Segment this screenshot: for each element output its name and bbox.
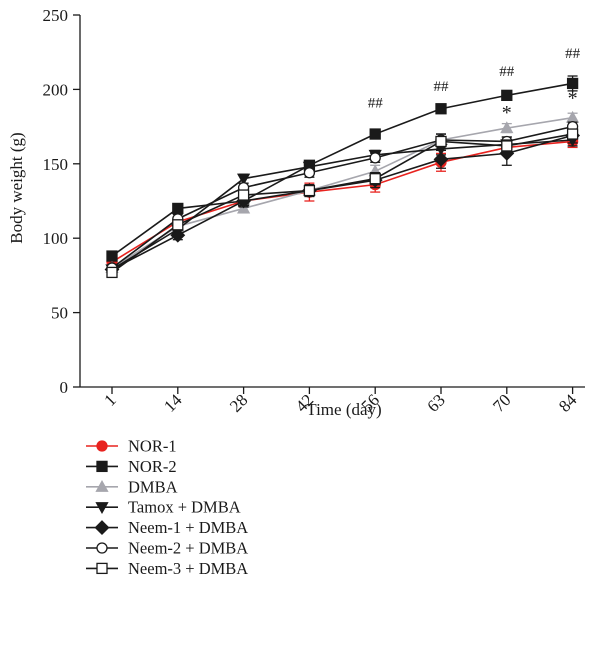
data-point xyxy=(566,77,579,90)
legend-label: Neem-2 + DMBA xyxy=(128,539,248,558)
data-point xyxy=(237,189,250,201)
data-point xyxy=(369,128,381,140)
legend-item: NOR-2 xyxy=(86,457,177,476)
data-point xyxy=(106,250,118,262)
data-point xyxy=(172,219,184,231)
legend-label: Neem-3 + DMBA xyxy=(128,559,248,578)
data-point xyxy=(369,173,381,185)
data-point xyxy=(500,121,514,134)
x-tick-label: 70 xyxy=(489,390,514,415)
y-tick-label: 50 xyxy=(51,304,68,323)
data-point xyxy=(172,202,184,215)
legend-item: Neem-1 + DMBA xyxy=(86,518,248,537)
legend-marker xyxy=(95,479,109,492)
legend-label: NOR-2 xyxy=(128,457,177,476)
data-point xyxy=(566,128,579,140)
series-line xyxy=(111,140,573,263)
y-axis-title: Body weight (g) xyxy=(7,132,26,243)
data-point xyxy=(236,173,251,186)
data-point xyxy=(501,89,513,102)
y-tick-label: 0 xyxy=(60,378,69,397)
significance-label: * xyxy=(568,87,578,109)
y-tick-label: 200 xyxy=(43,80,69,99)
legend-label: DMBA xyxy=(128,477,178,496)
data-point xyxy=(435,103,447,115)
legend-marker xyxy=(96,460,108,473)
significance-label: ## xyxy=(434,79,450,95)
significance-label: * xyxy=(502,102,512,124)
legend-label: Tamox + DMBA xyxy=(128,498,241,517)
x-tick-label: 1 xyxy=(100,390,119,409)
significance-label: ## xyxy=(565,46,581,62)
series-neem-3-dmba xyxy=(106,128,579,279)
x-axis-title: Time (day) xyxy=(306,400,381,419)
legend-item: Tamox + DMBA xyxy=(86,498,241,517)
x-tick-label: 63 xyxy=(423,390,448,415)
series-line xyxy=(111,125,573,269)
series-line xyxy=(111,116,573,269)
data-point xyxy=(501,140,513,152)
series-line xyxy=(111,133,573,274)
data-point xyxy=(106,266,118,279)
legend-item: Neem-3 + DMBA xyxy=(86,559,248,578)
y-tick-label: 250 xyxy=(43,6,69,25)
data-point xyxy=(170,227,186,243)
significance-label: ## xyxy=(499,64,515,80)
legend-marker xyxy=(95,502,109,515)
series-line xyxy=(111,82,573,257)
x-tick-label: 14 xyxy=(160,390,186,416)
legend-label: Neem-1 + DMBA xyxy=(128,518,248,537)
legend-marker xyxy=(94,520,110,536)
legend-item: DMBA xyxy=(86,477,178,496)
y-tick-label: 100 xyxy=(43,229,69,248)
x-tick-label: 28 xyxy=(226,390,251,415)
data-point xyxy=(303,184,316,197)
data-point xyxy=(303,167,316,179)
data-point xyxy=(433,151,449,167)
data-point xyxy=(369,152,381,164)
legend-label: NOR-1 xyxy=(128,437,177,456)
legend-item: NOR-1 xyxy=(86,437,177,456)
x-tick-label: 84 xyxy=(555,390,581,416)
legend-marker xyxy=(96,440,108,452)
data-point xyxy=(435,135,447,148)
legend-marker xyxy=(96,562,108,575)
legend-marker xyxy=(96,542,108,554)
annotations: ## ## ## ## * * xyxy=(368,46,581,124)
significance-label: ## xyxy=(368,95,384,111)
legend-item: Neem-2 + DMBA xyxy=(86,539,248,558)
y-tick-label: 150 xyxy=(43,155,69,174)
